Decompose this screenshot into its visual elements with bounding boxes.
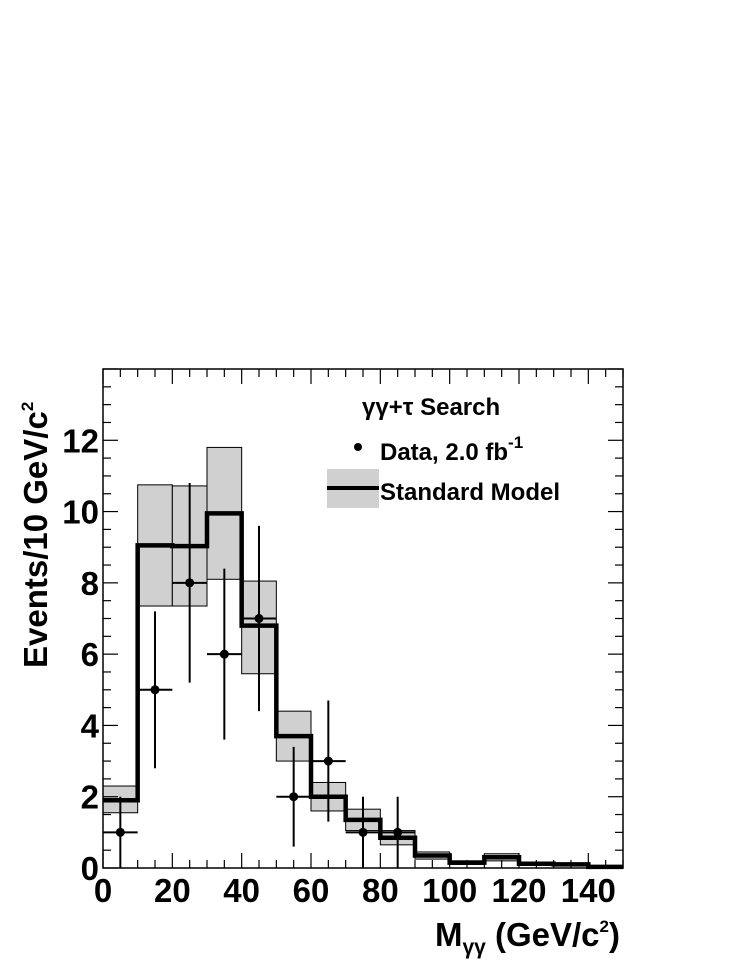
data-points (103, 483, 415, 868)
legend-data-label: Data, 2.0 fb-1 (380, 433, 523, 466)
x-tick-label: 0 (94, 872, 112, 909)
axes (102, 368, 624, 869)
data-point-6 (311, 700, 346, 822)
data-point-4 (241, 525, 277, 712)
data-point-marker (254, 614, 264, 623)
x-tick-label: 140 (561, 872, 616, 909)
y-tick-label: 6 (81, 636, 99, 673)
data-point-marker (219, 649, 229, 659)
y-axis-title: Events/10 GeV/c2 (17, 402, 54, 668)
y-tick-label: 0 (81, 850, 99, 887)
data-point-marker (323, 756, 333, 766)
legend-title: γγ+τ Search (362, 394, 500, 421)
x-tick-label: 60 (293, 872, 330, 909)
x-tick-label: 20 (154, 872, 191, 909)
data-point-marker (393, 827, 403, 837)
legend: γγ+τ Search Data, 2.0 fb-1 Standard Mode… (327, 394, 560, 508)
x-tick-label: 40 (223, 872, 260, 909)
data-point-marker (150, 685, 160, 695)
y-tick-label: 4 (81, 707, 100, 744)
y-tick-label: 10 (62, 494, 99, 531)
data-point-1 (137, 611, 173, 769)
data-point-marker (115, 827, 125, 837)
data-point-marker (289, 792, 299, 802)
x-axis-title: Mγγ (GeV/c2) (435, 916, 620, 959)
x-tick-label: 100 (422, 872, 477, 909)
y-tick-label: 12 (62, 422, 99, 459)
data-point-marker (358, 827, 368, 837)
legend-model-label: Standard Model (380, 479, 560, 506)
data-point-8 (380, 796, 415, 868)
data-point-marker (185, 578, 195, 588)
y-tick-label: 8 (81, 565, 99, 602)
x-tick-label: 120 (491, 872, 546, 909)
plot-frame (102, 368, 624, 869)
x-tick-label: 80 (362, 872, 399, 909)
data-point-2 (172, 483, 207, 683)
legend-data-marker (354, 443, 362, 451)
data-point-7 (345, 796, 381, 868)
data-point-3 (207, 568, 242, 740)
y-tick-label: 2 (81, 779, 99, 816)
axis-labels: 0 20 40 60 80 100 120 140 0 2 4 6 8 10 12 (62, 422, 616, 909)
data-point-5 (276, 746, 311, 847)
